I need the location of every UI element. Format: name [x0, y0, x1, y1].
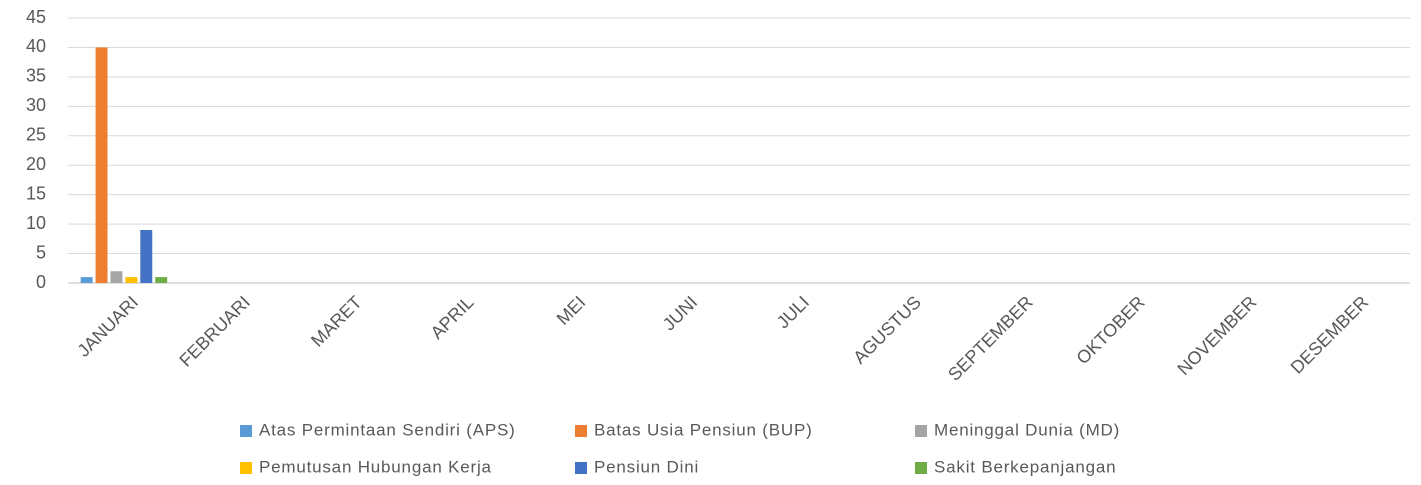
legend-swatch	[915, 425, 927, 437]
y-tick-label: 45	[26, 7, 46, 27]
y-tick-label: 20	[26, 154, 46, 174]
x-tick-label: DESEMBER	[1287, 292, 1373, 378]
legend-swatch	[575, 425, 587, 437]
x-tick-label: APRIL	[427, 292, 478, 343]
x-tick-label: MARET	[307, 292, 366, 351]
legend-label: Pensiun Dini	[594, 457, 699, 476]
x-tick-label: FEBRUARI	[175, 292, 253, 370]
y-tick-label: 10	[26, 213, 46, 233]
x-tick-label: JUNI	[659, 292, 701, 334]
x-tick-label: JANUARI	[74, 292, 143, 361]
legend-label: Pemutusan Hubungan Kerja	[259, 457, 492, 476]
legend-label: Sakit Berkepanjangan	[934, 457, 1116, 476]
y-tick-label: 25	[26, 125, 46, 145]
bar	[155, 277, 168, 283]
bar	[125, 277, 138, 283]
bar	[140, 230, 153, 283]
y-tick-label: 5	[36, 242, 46, 262]
y-tick-label: 0	[36, 272, 46, 292]
legend-label: Meninggal Dunia (MD)	[934, 420, 1120, 439]
x-tick-label: MEI	[553, 292, 590, 329]
x-tick-label: NOVEMBER	[1173, 292, 1260, 379]
y-tick-label: 40	[26, 36, 46, 56]
legend-label: Atas Permintaan Sendiri (APS)	[259, 420, 516, 439]
x-tick-label: OKTOBER	[1072, 292, 1148, 368]
legend-swatch	[575, 462, 587, 474]
legend-swatch	[915, 462, 927, 474]
y-tick-label: 30	[26, 95, 46, 115]
x-tick-label: JULI	[773, 292, 813, 332]
legend-swatch	[240, 462, 252, 474]
bar	[110, 271, 123, 283]
legend-swatch	[240, 425, 252, 437]
y-tick-label: 15	[26, 183, 46, 203]
legend-label: Batas Usia Pensiun (BUP)	[594, 420, 813, 439]
x-tick-label: SEPTEMBER	[944, 292, 1037, 385]
y-tick-label: 35	[26, 66, 46, 86]
bar	[80, 277, 93, 283]
x-tick-label: AGUSTUS	[849, 292, 925, 368]
bar	[95, 47, 108, 283]
